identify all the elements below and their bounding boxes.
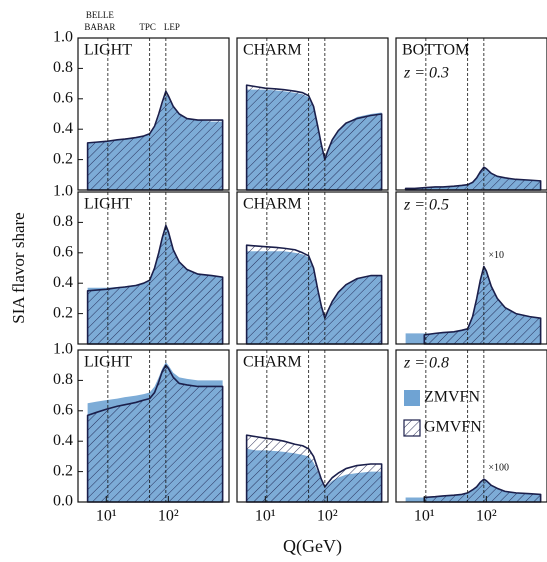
x-tick-label: 10¹: [255, 508, 276, 525]
y-tick-label: 1.0: [53, 183, 73, 200]
experiment-label: LEP: [164, 22, 180, 32]
experiment-label: TPC: [139, 22, 156, 32]
panel-title: CHARM: [243, 354, 302, 371]
gmvfn-area: [86, 90, 224, 191]
y-tick-label: 0.0: [53, 493, 73, 510]
panel-frame: [395, 37, 547, 191]
z-annotation: z = 0.5: [403, 197, 449, 214]
y-axis-label: SIA flavor share: [9, 212, 28, 323]
y-tick-label: 0.4: [53, 120, 73, 137]
y-tick-label: 0.2: [53, 150, 73, 167]
gmvfn-area: [423, 478, 542, 503]
y-tick-label: 0.8: [53, 59, 73, 76]
gmvfn-area: [86, 364, 224, 503]
panel-frame: [77, 37, 230, 191]
x-tick-label: 10¹: [96, 508, 117, 525]
panel-title: BOTTOM: [402, 42, 469, 59]
panel-frame: [395, 349, 547, 503]
z-annotation: z = 0.8: [403, 355, 449, 372]
panel-frame: [236, 191, 389, 345]
panel-title: CHARM: [243, 196, 302, 213]
gmvfn-area: [423, 265, 542, 345]
y-tick-label: 0.6: [53, 401, 73, 418]
gmvfn-area: [404, 166, 542, 191]
gmvfn-area: [86, 224, 224, 345]
panel-frame: [77, 191, 230, 345]
y-tick-label: 0.2: [53, 304, 73, 321]
x-tick-label: 10¹: [414, 508, 435, 525]
legend-swatch: [404, 390, 420, 406]
scale-note: ×100: [488, 462, 509, 473]
y-tick-label: 0.6: [53, 243, 73, 260]
x-axis-label: Q(GeV): [283, 536, 342, 557]
y-tick-label: 1.0: [53, 29, 73, 46]
experiment-label: BELLE: [86, 10, 114, 20]
z-annotation: z = 0.3: [403, 65, 449, 82]
panel-title: LIGHT: [84, 42, 132, 59]
y-tick-label: 0.2: [53, 462, 73, 479]
y-tick-label: 0.4: [53, 274, 73, 291]
legend-label: ZMVFN: [424, 389, 480, 406]
panel-frame: [236, 349, 389, 503]
y-tick-label: 0.4: [53, 432, 73, 449]
y-tick-label: 0.6: [53, 89, 73, 106]
panel-title: CHARM: [243, 42, 302, 59]
panel-frame: [236, 37, 389, 191]
x-tick-label: 10²: [476, 508, 497, 525]
x-tick-label: 10²: [158, 508, 179, 525]
gmvfn-area: [245, 84, 383, 191]
panel-title: LIGHT: [84, 196, 132, 213]
y-tick-label: 1.0: [53, 341, 73, 358]
panel-title: LIGHT: [84, 354, 132, 371]
scale-note: ×10: [488, 250, 504, 261]
gmvfn-area: [245, 244, 383, 345]
panel-frame: [395, 191, 547, 345]
y-tick-label: 0.8: [53, 371, 73, 388]
panel-frame: [77, 349, 230, 503]
legend-label: GMVFN: [424, 419, 482, 436]
experiment-label: BABAR: [84, 22, 115, 32]
legend-swatch: [403, 419, 421, 437]
gmvfn-area: [245, 434, 383, 503]
x-tick-label: 10²: [317, 508, 338, 525]
y-tick-label: 0.8: [53, 213, 73, 230]
